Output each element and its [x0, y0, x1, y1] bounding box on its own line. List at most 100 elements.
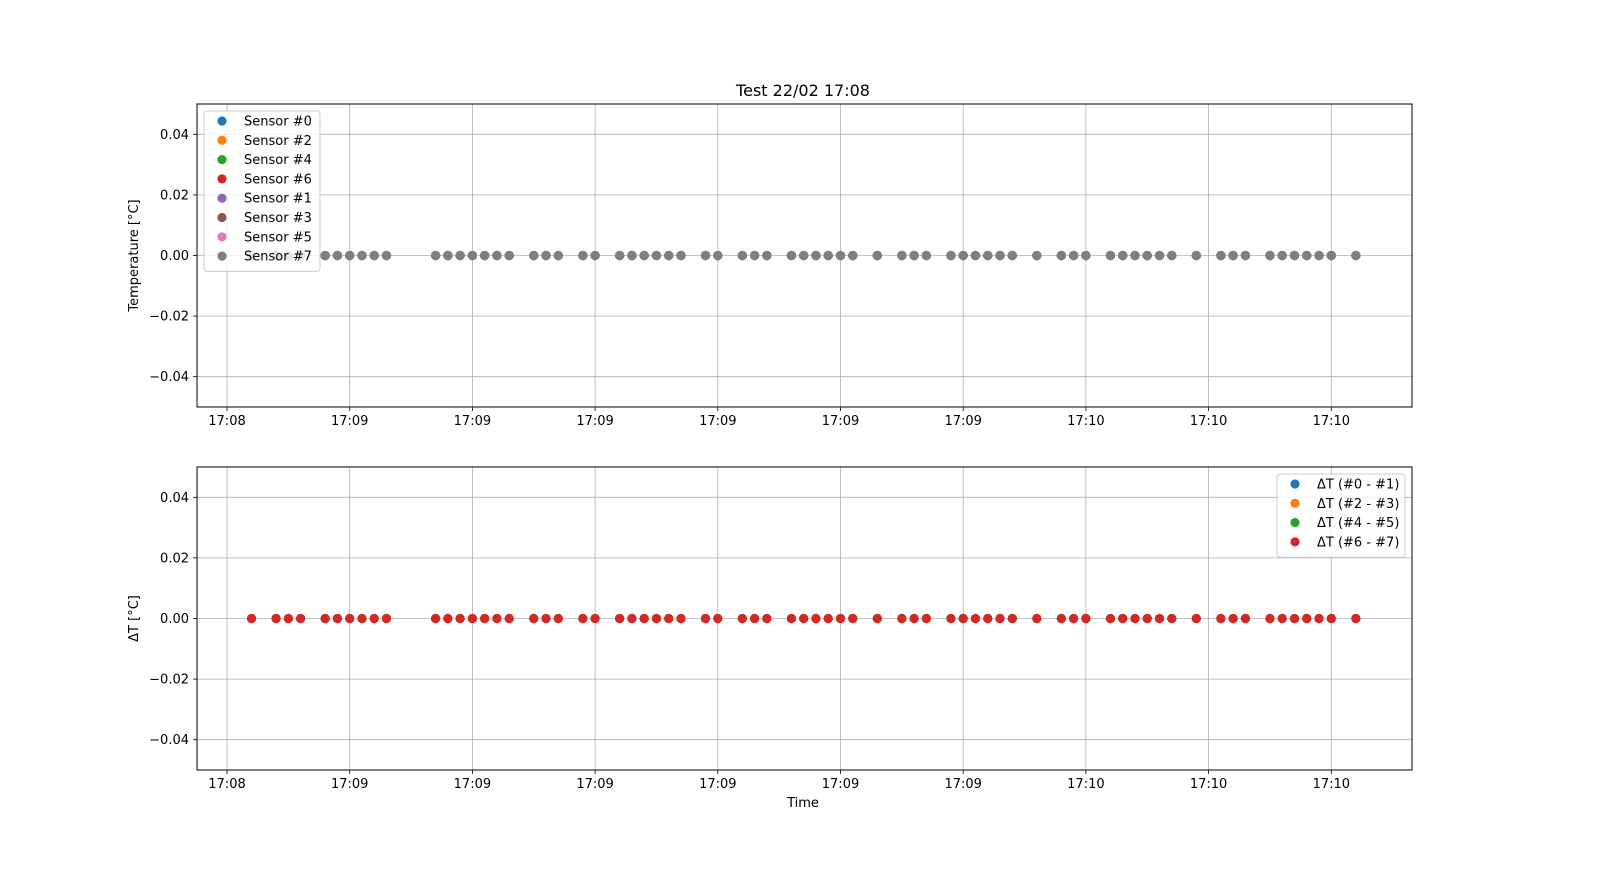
- legend-label: Sensor #4: [244, 153, 312, 168]
- x-tick-label: 17:08: [208, 414, 245, 429]
- data-point: [1056, 613, 1066, 624]
- data-point: [750, 250, 760, 261]
- data-point: [1007, 250, 1017, 261]
- data-point: [970, 250, 981, 261]
- legend-label: Sensor #0: [244, 115, 312, 130]
- data-point: [504, 613, 514, 624]
- data-point: [1118, 250, 1128, 261]
- data-point: [430, 613, 441, 624]
- data-point: [504, 250, 514, 261]
- data-point: [332, 613, 343, 624]
- plot-frame: [196, 103, 1413, 408]
- data-point: [492, 613, 502, 624]
- data-point: [1265, 613, 1275, 624]
- data-point: [762, 613, 772, 624]
- data-point: [320, 250, 330, 261]
- data-point: [345, 613, 355, 624]
- data-point: [958, 613, 968, 624]
- data-point: [467, 613, 477, 624]
- data-point: [455, 250, 465, 261]
- data-point: [823, 613, 833, 624]
- data-point: [381, 613, 392, 624]
- legend: ΔT (#0 - #1) ΔT (#2 - #3) ΔT (#4 - #5) ΔT (…: [1276, 473, 1406, 558]
- x-tick-label: 17:09: [944, 414, 981, 429]
- data-point: [958, 250, 968, 261]
- data-point: [983, 613, 993, 624]
- data-point: [897, 250, 907, 261]
- data-point: [811, 613, 821, 624]
- legend-marker: [217, 135, 227, 145]
- x-tick-label: 17:10: [1313, 414, 1350, 429]
- data-point: [737, 613, 747, 624]
- data-point: [1351, 613, 1361, 624]
- data-point: [1191, 613, 1201, 624]
- data-point: [1154, 250, 1165, 261]
- data-point: [553, 250, 563, 261]
- data-point: [1216, 250, 1226, 261]
- data-point: [762, 250, 772, 261]
- data-point: [271, 613, 281, 624]
- data-point: [529, 250, 539, 261]
- data-point: [799, 613, 809, 624]
- y-tick-label: −0.04: [149, 733, 189, 748]
- data-point: [1314, 250, 1324, 261]
- x-tick-label: 17:09: [576, 414, 613, 429]
- data-point: [455, 613, 465, 624]
- legend-marker: [1290, 518, 1300, 528]
- data-point: [835, 613, 846, 624]
- legend-label: Sensor #7: [244, 250, 312, 265]
- data-point: [1056, 250, 1066, 261]
- data-point: [578, 613, 588, 624]
- data-point: [1228, 250, 1238, 261]
- delta-t-panel: 17:08 17:09 17:09 17:09 17:09 17:09 17:09 17:10…: [127, 466, 1413, 792]
- data-point: [1069, 613, 1079, 624]
- data-point: [909, 613, 919, 624]
- x-tick-label: 17:09: [454, 414, 491, 429]
- data-point: [946, 613, 956, 624]
- legend-marker: [1290, 498, 1300, 508]
- data-point: [1277, 613, 1287, 624]
- data-point: [639, 613, 649, 624]
- legend-label: ΔT (#0 - #1): [1317, 478, 1399, 493]
- x-tick-label: 17:09: [822, 777, 859, 792]
- x-tick-label: 17:10: [1190, 777, 1227, 792]
- temperature-panel: 17:08 17:09 17:09 17:09 17:09 17:09 17:09 17:10…: [127, 103, 1413, 429]
- data-point: [946, 250, 956, 261]
- data-point: [1216, 613, 1226, 624]
- data-point: [639, 250, 649, 261]
- data-point: [909, 250, 919, 261]
- legend-label: ΔT (#6 - #7): [1317, 535, 1399, 550]
- y-tick-label: 0.02: [160, 551, 189, 566]
- data-point: [590, 613, 600, 624]
- data-point: [1167, 250, 1177, 261]
- data-point: [1302, 250, 1312, 261]
- data-point: [332, 250, 343, 261]
- data-point: [786, 250, 797, 261]
- data-point: [1302, 613, 1312, 624]
- data-point: [1130, 613, 1140, 624]
- data-point: [835, 250, 846, 261]
- data-point: [480, 613, 490, 624]
- x-tick-label: 17:08: [208, 777, 245, 792]
- data-point: [345, 250, 355, 261]
- data-point: [627, 250, 637, 261]
- x-tick-label: 17:09: [699, 414, 736, 429]
- legend-label: Sensor #1: [244, 192, 312, 207]
- data-point: [872, 613, 882, 624]
- legend-marker: [217, 155, 227, 165]
- x-tick-label: 17:09: [699, 777, 736, 792]
- data-point: [1326, 613, 1336, 624]
- data-point: [1191, 250, 1201, 261]
- data-point: [872, 250, 882, 261]
- data-point: [1228, 613, 1238, 624]
- series-7: [246, 250, 1361, 261]
- legend-marker: [217, 232, 227, 242]
- data-point: [381, 250, 392, 261]
- data-point: [970, 613, 981, 624]
- data-point: [541, 250, 551, 261]
- data-point: [553, 613, 563, 624]
- data-point: [578, 250, 588, 261]
- data-point: [651, 613, 662, 624]
- data-point: [1240, 250, 1251, 261]
